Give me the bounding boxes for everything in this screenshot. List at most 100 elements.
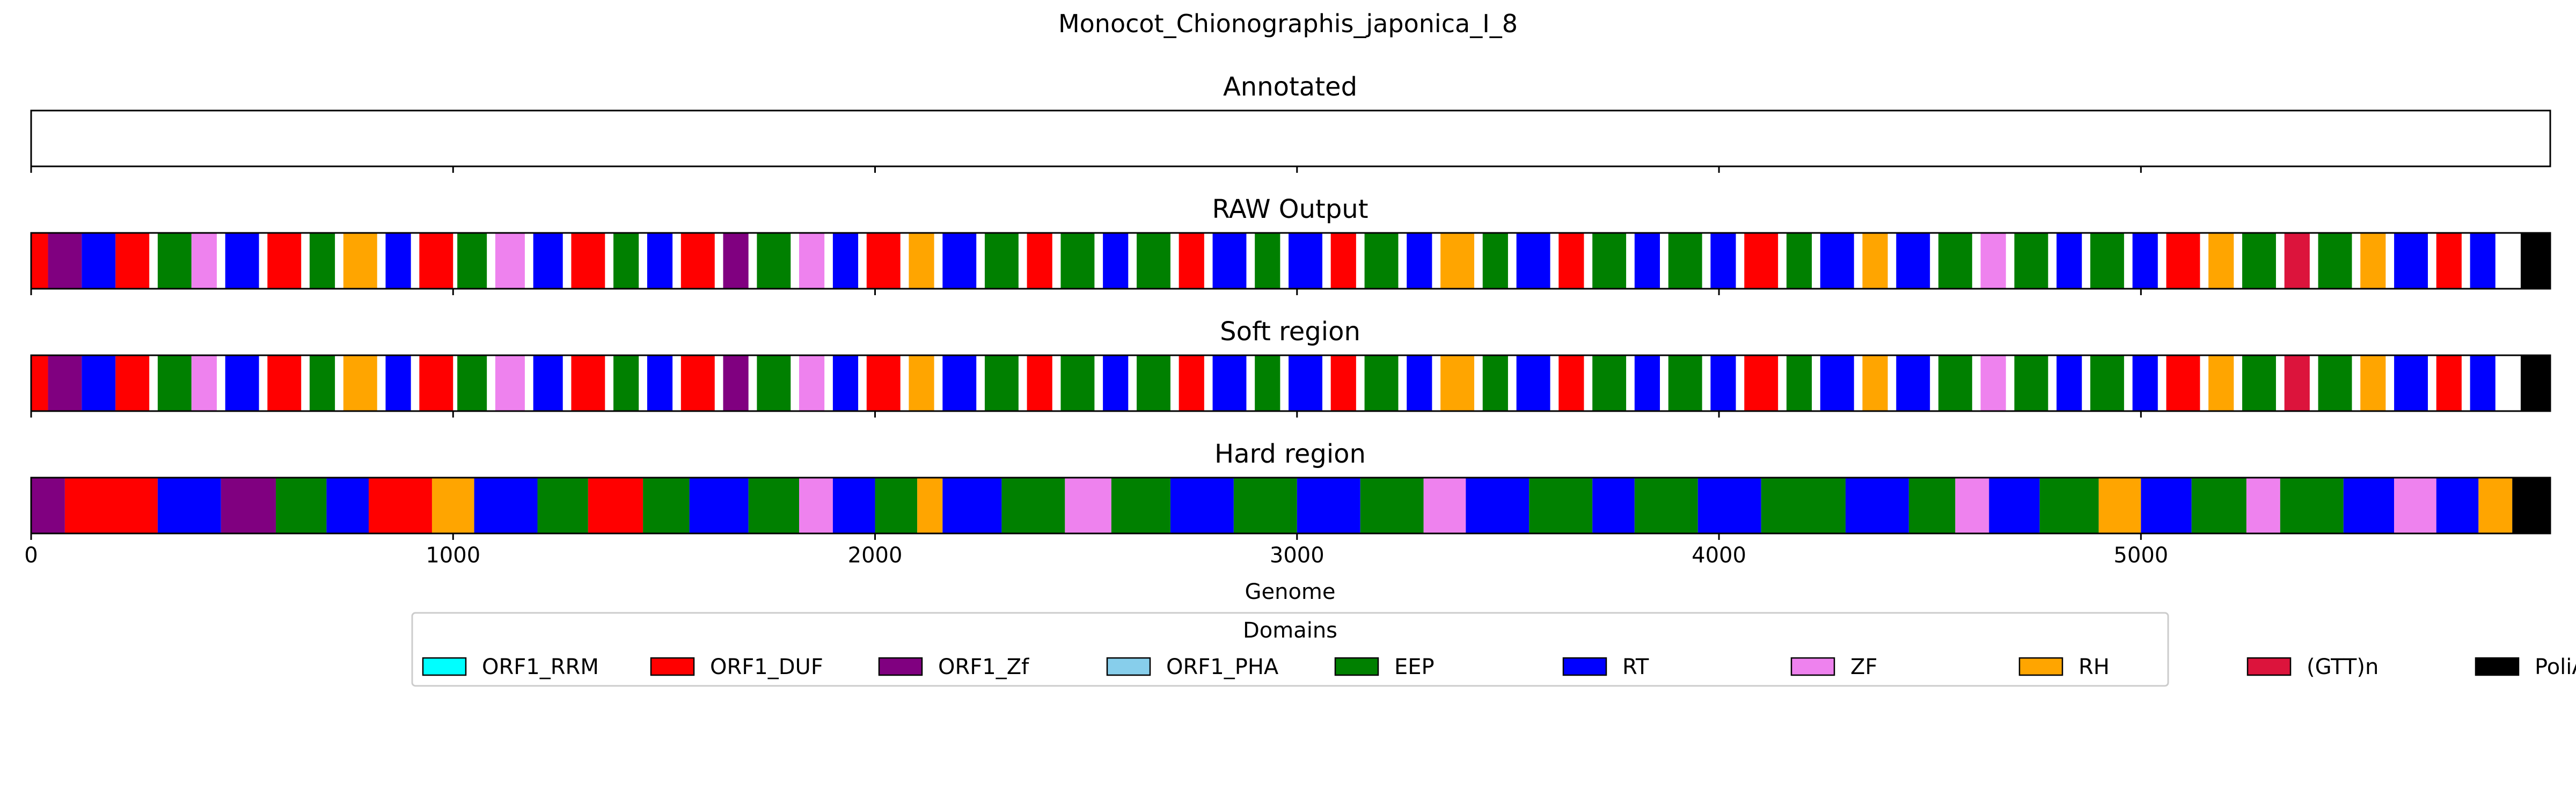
legend-label: ORF1_Zf xyxy=(938,655,1029,679)
legend-title: Domains xyxy=(1243,618,1337,643)
legend-swatch xyxy=(1562,657,1607,676)
segment-rt xyxy=(1896,233,1930,289)
segment-rt xyxy=(1407,233,1432,289)
x-tick-label: 3000 xyxy=(1270,543,1324,568)
legend-label: ORF1_PHA xyxy=(1166,655,1279,679)
segment-eep xyxy=(1592,233,1627,289)
segment-rt xyxy=(1592,478,1635,533)
segment-eep xyxy=(1482,355,1508,411)
legend-item: RT xyxy=(1562,655,1649,679)
x-tick-label: 2000 xyxy=(848,543,903,568)
x-tick-label: 1000 xyxy=(426,543,480,568)
track-frame-annotated xyxy=(30,109,2551,167)
segment-orf1-duf xyxy=(419,233,453,289)
segment-rt xyxy=(1212,355,1247,411)
segment-zf xyxy=(1955,478,1989,533)
legend-label: ORF1_RRM xyxy=(482,655,599,679)
segment-orf1-duf xyxy=(1179,355,1204,411)
segment-orf1-duf xyxy=(419,355,453,411)
segment-rt xyxy=(82,233,116,289)
segment--gtt-n xyxy=(2284,233,2310,289)
segment-rh xyxy=(1862,233,1888,289)
segment-rt xyxy=(385,233,411,289)
legend: Domains ORF1_RRM ORF1_DUF ORF1_Zf ORF1_PHA E… xyxy=(411,612,2576,687)
legend-swatch xyxy=(650,657,695,676)
legend-swatch xyxy=(1106,657,1151,676)
legend-swatch xyxy=(1334,657,1379,676)
segment-rh xyxy=(1862,355,1888,411)
segment-orf1-duf xyxy=(1744,355,1779,411)
segment-rt xyxy=(2057,355,2082,411)
segment-rt xyxy=(1289,355,1322,411)
segment-orf1-duf xyxy=(1330,233,1356,289)
segment-eep xyxy=(757,233,791,289)
x-tick-label: 0 xyxy=(24,543,38,568)
segment-rt xyxy=(1845,478,1909,533)
segment-zf xyxy=(1980,355,2006,411)
segment-orf1-duf xyxy=(2166,355,2200,411)
segment-rt xyxy=(1212,233,1247,289)
segment-eep xyxy=(1001,478,1065,533)
legend-item: RH xyxy=(2018,655,2110,679)
segment-zf xyxy=(1980,233,2006,289)
segment-rt xyxy=(2141,478,2192,533)
segment-eep xyxy=(1482,233,1508,289)
segment-zf xyxy=(799,233,825,289)
segment-orf1-duf xyxy=(267,233,302,289)
segment-orf1-duf xyxy=(369,478,432,533)
segment-rt xyxy=(832,233,859,289)
segment-eep xyxy=(984,355,1019,411)
segment-rt xyxy=(157,478,221,533)
segment-orf1-duf xyxy=(866,233,901,289)
segment-rt xyxy=(1896,355,1930,411)
legend-label: (GTT)n xyxy=(2307,655,2379,679)
segment-orf1-duf xyxy=(1558,233,1584,289)
segment-rt xyxy=(2132,355,2158,411)
segment-orf1-duf xyxy=(115,355,150,411)
legend-item: ORF1_PHA xyxy=(1106,655,1279,679)
segment-orf1-zf xyxy=(723,233,749,289)
segment-eep xyxy=(309,355,335,411)
segment-eep xyxy=(643,478,690,533)
legend-swatch xyxy=(2018,657,2063,676)
segment-rt xyxy=(326,478,369,533)
segment-orf1-duf xyxy=(680,355,715,411)
segment-rt xyxy=(1710,233,1736,289)
segment-eep xyxy=(1255,355,1280,411)
segment-rt xyxy=(1516,233,1550,289)
segment-eep xyxy=(1060,355,1095,411)
segment-rt xyxy=(1634,355,1660,411)
segment-zf xyxy=(495,233,525,289)
segment-rh xyxy=(909,355,934,411)
segment-orf1-duf xyxy=(31,355,48,411)
x-tick-label: 5000 xyxy=(2113,543,2168,568)
segment-rt xyxy=(474,478,538,533)
segment-zf xyxy=(191,233,217,289)
segment-eep xyxy=(2318,355,2352,411)
segment-zf xyxy=(1423,478,1466,533)
segment-rt xyxy=(2132,233,2158,289)
segment-orf1-duf xyxy=(1558,355,1584,411)
segment-eep xyxy=(2039,478,2099,533)
segment-eep xyxy=(748,478,800,533)
track-frame-raw-output xyxy=(30,232,2551,290)
x-tick-label: 4000 xyxy=(1692,543,1746,568)
legend-label: RH xyxy=(2079,655,2110,679)
segment-eep xyxy=(2242,355,2276,411)
segment-rt xyxy=(1289,233,1322,289)
legend-swatch xyxy=(878,657,923,676)
segment-eep xyxy=(276,478,327,533)
legend-label: PoliA xyxy=(2535,655,2576,679)
segment-orf1-zf xyxy=(221,478,276,533)
segment-orf1-duf xyxy=(1027,355,1052,411)
segment-rt xyxy=(647,355,673,411)
segment-rt xyxy=(1103,233,1129,289)
segment-eep xyxy=(1938,233,1972,289)
segment-eep xyxy=(157,233,192,289)
segment-eep xyxy=(2014,355,2048,411)
segment-orf1-duf xyxy=(571,355,605,411)
segment-orf1-duf xyxy=(31,233,48,289)
segment-orf1-duf xyxy=(1744,233,1779,289)
segment-rt xyxy=(2057,233,2082,289)
segment-orf1-zf xyxy=(48,355,82,411)
